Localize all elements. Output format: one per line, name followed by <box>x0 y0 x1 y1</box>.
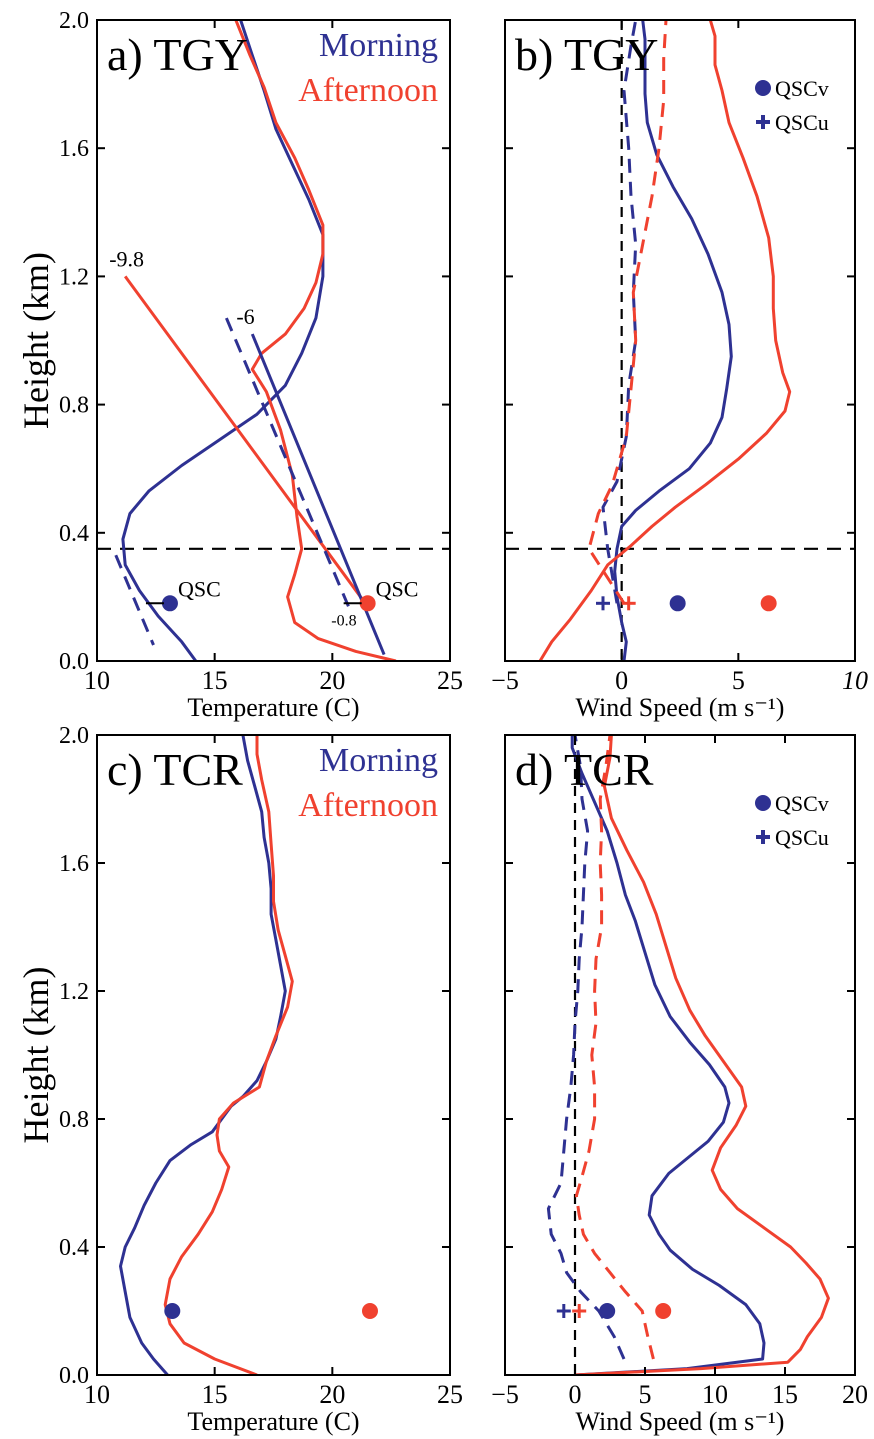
x-tick-label: 20 <box>319 666 345 695</box>
plot-data <box>97 20 450 661</box>
legend-label: QSCu <box>775 825 829 850</box>
y-tick-label: 0.4 <box>59 1235 89 1261</box>
legend-dot-icon <box>755 795 771 811</box>
panel-4: −5 0 5 10 15 20 Wind Speed (m s⁻¹) d) TCR QSCv QS… <box>491 734 868 1436</box>
plot-data <box>546 735 830 1375</box>
legend-label: Morning <box>319 742 438 779</box>
series-line-1 <box>119 735 287 1375</box>
x-tick-label: 0 <box>569 1380 582 1409</box>
series-line-3 <box>601 20 638 604</box>
series-line-6 <box>114 554 155 646</box>
x-tick-label: 15 <box>202 1380 228 1409</box>
series-line-5 <box>225 317 353 614</box>
plot-data <box>119 735 294 1375</box>
slope-annotation-3: -0.8 <box>331 612 356 629</box>
y-tick-label: 0.8 <box>59 393 89 419</box>
series-line-3 <box>546 735 626 1360</box>
y-tick-label: 1.6 <box>59 851 89 877</box>
panel-title: b) TGY <box>515 29 659 80</box>
panel-2: −5 0 5 10 Wind Speed (m s⁻¹) b) TGY QSCv QSCu <box>491 19 868 722</box>
x-tick-label: 15 <box>202 666 228 695</box>
slope-annotation-1: -9.8 <box>109 246 144 271</box>
marker-dot-1 <box>164 1303 181 1319</box>
y-tick-label: 1.6 <box>59 136 89 162</box>
panel-title: d) TCR <box>515 744 654 795</box>
y-tick-label: 2.0 <box>59 8 89 34</box>
x-tick-label: 15 <box>772 1380 798 1409</box>
panel-3: 10 15 20 25 0.0 0.4 0.8 1.2 1.6 2.0 Temperature (C… <box>16 723 463 1436</box>
marker-dot-4 <box>655 1303 672 1319</box>
x-tick-label: 10 <box>702 1380 728 1409</box>
legend-label: Morning <box>319 27 438 64</box>
x-tick-label: 10 <box>84 1380 110 1409</box>
series-line-2 <box>234 20 397 661</box>
legend-label: QSCv <box>775 76 829 101</box>
y-tick-label: 0.8 <box>59 1107 89 1133</box>
y-tick-label: 1.2 <box>59 264 89 290</box>
series-line-3 <box>123 275 367 605</box>
series-line-2 <box>538 20 792 661</box>
plot-frame <box>96 734 451 1376</box>
x-tick-label: −5 <box>491 666 519 695</box>
x-tick-label: 0 <box>615 666 628 695</box>
x-tick-label: 25 <box>437 666 463 695</box>
x-axis-label: Wind Speed (m s⁻¹) <box>576 693 785 722</box>
x-tick-label: 10 <box>84 666 110 695</box>
x-tick-label: 20 <box>842 1380 868 1409</box>
panel-1: QSC QSC -9.8 -6 -0.8 10 15 20 25 0.0 0.4 0.8 1.2 1.6 2… <box>16 8 463 722</box>
marker-dot-4 <box>760 595 777 612</box>
panel-title: c) TCR <box>107 744 243 795</box>
plot-frame <box>504 19 856 662</box>
y-tick-label: 1.2 <box>59 979 89 1005</box>
series-line-4 <box>587 20 668 605</box>
series-line-1 <box>613 20 733 661</box>
plot-frame <box>504 734 856 1376</box>
marker-label: QSC <box>376 576 419 601</box>
marker-dot-3 <box>599 1303 616 1319</box>
x-axis-label: Temperature (C) <box>187 693 359 722</box>
series-line-1 <box>121 20 325 661</box>
marker-dot-2 <box>361 1303 378 1319</box>
legend-label: QSCv <box>775 791 829 816</box>
panel-title: a) TGY <box>107 29 248 80</box>
plot-data <box>505 20 855 661</box>
x-tick-label: −5 <box>491 1380 519 1409</box>
slope-annotation-2: -6 <box>236 304 254 329</box>
x-tick-label: 5 <box>639 1380 652 1409</box>
y-tick-label: 0.0 <box>59 649 89 675</box>
plot-frame <box>96 19 451 662</box>
marker-dot-3 <box>669 595 686 612</box>
x-tick-label: 10 <box>842 666 868 695</box>
x-axis-label: Temperature (C) <box>187 1407 359 1436</box>
y-axis-label: Height (km) <box>16 967 56 1144</box>
series-line-2 <box>163 735 294 1375</box>
series-line-4 <box>574 735 655 1360</box>
marker-dot-2 <box>359 595 376 612</box>
y-tick-label: 0.0 <box>59 1363 89 1389</box>
x-tick-label: 20 <box>319 1380 345 1409</box>
legend-label: QSCu <box>775 110 829 135</box>
series-line-2 <box>574 735 830 1375</box>
x-axis-label: Wind Speed (m s⁻¹) <box>576 1407 785 1436</box>
x-tick-label: 25 <box>437 1380 463 1409</box>
series-line-1 <box>570 735 766 1375</box>
y-tick-label: 2.0 <box>59 723 89 749</box>
x-tick-label: 5 <box>732 666 745 695</box>
y-tick-label: 0.4 <box>59 521 89 547</box>
legend-label: Afternoon <box>298 787 438 824</box>
legend-label: Afternoon <box>298 72 438 109</box>
y-axis-label: Height (km) <box>16 252 56 429</box>
legend-dot-icon <box>755 80 771 96</box>
marker-label: QSC <box>178 576 221 601</box>
marker-dot-1 <box>161 595 178 612</box>
